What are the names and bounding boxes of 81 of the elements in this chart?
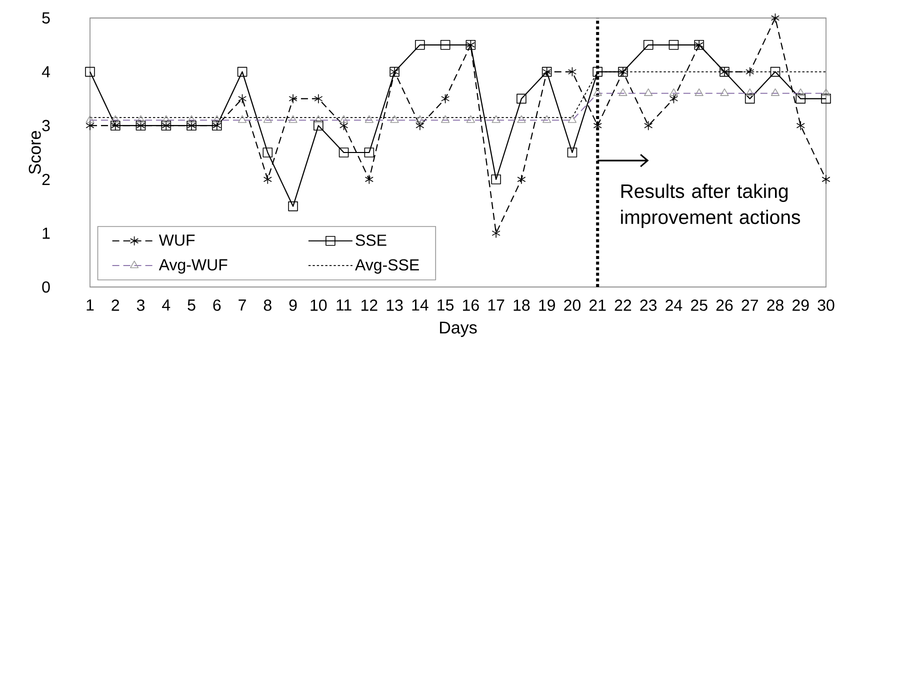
point: [364, 174, 374, 184]
point: [568, 66, 577, 77]
x-tick-label: 6: [213, 300, 221, 311]
point: [821, 94, 831, 104]
point: [822, 174, 830, 184]
y-axis-title: Score: [28, 131, 41, 174]
point: [85, 66, 95, 77]
point: [237, 66, 248, 77]
point: [796, 120, 805, 130]
x-tick-label: 13: [386, 300, 403, 311]
point: [517, 174, 526, 184]
point: [668, 40, 679, 50]
point: [770, 13, 780, 23]
point: [643, 40, 654, 50]
point: [746, 66, 754, 77]
x-tick-label: 3: [136, 300, 144, 311]
legend-label: SSE: [356, 234, 386, 246]
x-tick-label: 19: [539, 300, 555, 311]
point: [744, 94, 755, 104]
point: [314, 94, 323, 104]
x-tick-label: 14: [412, 300, 428, 311]
y-tick-label: 5: [42, 12, 50, 24]
x-tick-label: 29: [792, 300, 809, 311]
x-tick-label: 11: [336, 300, 352, 311]
x-tick-label: 21: [589, 300, 606, 311]
x-tick-label: 27: [742, 300, 758, 311]
y-tick-label: 0: [42, 281, 50, 293]
x-tick-label: 9: [289, 300, 297, 311]
point: [441, 94, 450, 104]
point: [288, 201, 298, 212]
x-tick-label: 24: [666, 300, 682, 311]
x-tick-label: 22: [614, 300, 632, 311]
point: [770, 66, 780, 77]
point: [416, 120, 424, 130]
x-tick-label: 10: [310, 300, 327, 311]
x-tick-label: 4: [162, 300, 170, 311]
point: [86, 120, 94, 130]
x-tick-label: 1: [86, 300, 94, 311]
point: [796, 94, 806, 104]
legend-label: Avg-WUF: [158, 259, 228, 274]
point: [567, 148, 578, 158]
x-tick-label: 28: [767, 300, 784, 311]
annotation: Results after taking improvement actions: [621, 184, 800, 228]
point: [491, 174, 501, 184]
point: [592, 66, 602, 77]
x-tick-label: 30: [818, 300, 834, 311]
x-tick-label: 7: [238, 300, 246, 311]
y-tick-label: 2: [42, 174, 50, 185]
point: [262, 148, 273, 158]
x-tick-label: 26: [716, 300, 733, 311]
point: [340, 120, 348, 130]
x-tick-label: 5: [188, 300, 196, 311]
point: [492, 228, 500, 238]
y-tick-label: 3: [42, 120, 50, 132]
point: [338, 148, 349, 158]
point: [314, 120, 324, 130]
x-tick-label: 12: [362, 300, 378, 311]
point: [238, 94, 247, 104]
point: [516, 94, 526, 104]
x-tick-label: 25: [691, 300, 708, 311]
x-tick-label: 18: [514, 300, 530, 311]
x-tick-label: 16: [463, 300, 479, 311]
legend-label: WUF: [158, 234, 195, 246]
x-tick-label: 8: [264, 300, 272, 311]
point: [364, 148, 374, 158]
legend-label: Avg-SSE: [355, 259, 419, 274]
x-tick-label: 15: [438, 300, 454, 311]
point: [593, 120, 602, 130]
point: [288, 94, 298, 104]
x-tick-label: 2: [112, 300, 120, 311]
y-tick-label: 4: [42, 66, 50, 78]
point: [440, 40, 450, 50]
y-tick-label: 1: [42, 228, 50, 239]
x-tick-label: 20: [564, 300, 580, 311]
point: [644, 120, 653, 130]
point: [669, 94, 678, 104]
point: [263, 174, 272, 184]
point: [415, 40, 425, 50]
x-tick-label: 17: [488, 300, 504, 311]
x-tick-label: 23: [640, 300, 657, 311]
x-axis-title: Days: [440, 322, 477, 337]
